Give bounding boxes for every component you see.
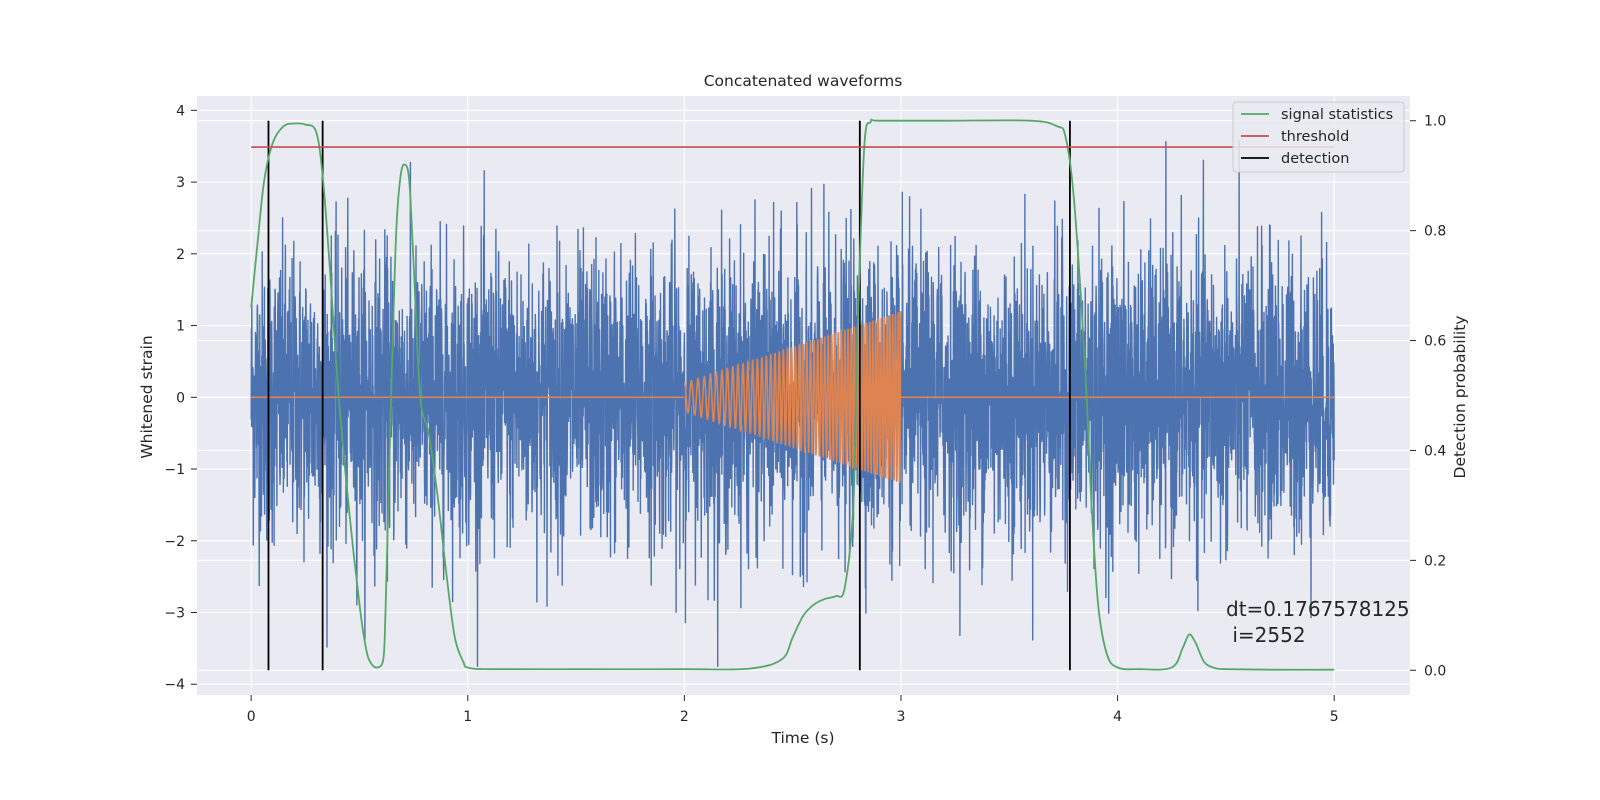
index-annotation: i=2552 — [1226, 623, 1306, 647]
legend-label: detection — [1281, 151, 1349, 167]
x-tick-label: 2 — [680, 709, 689, 725]
y-left-tick-label: −2 — [164, 534, 185, 550]
y-left-tick-label: 3 — [176, 175, 185, 191]
x-tick-label: 0 — [247, 709, 256, 725]
y-left-tick-label: 4 — [176, 103, 185, 119]
y-axis-right: 0.0 0.2 0.4 0.6 0.8 1.0 — [1410, 114, 1446, 679]
y-axis-left: −4 −3 −2 −1 0 1 2 3 4 — [164, 103, 197, 693]
detection-lines — [267, 120, 1071, 671]
chart-title: Concatenated waveforms — [704, 72, 903, 90]
y-left-tick-label: 2 — [176, 247, 185, 263]
y-left-tick-label: 0 — [176, 390, 185, 406]
dt-annotation: dt=0.1767578125 — [1226, 597, 1410, 621]
x-axis: 0 1 2 3 4 5 — [247, 695, 1339, 725]
y-left-tick-label: −3 — [164, 606, 185, 622]
y-right-tick-label: 0.6 — [1424, 334, 1446, 350]
y-left-tick-label: 1 — [176, 319, 185, 335]
y-right-tick-label: 0.8 — [1424, 224, 1446, 240]
y-axis-label-left: Whitened strain — [138, 335, 156, 458]
x-tick-label: 4 — [1113, 709, 1122, 725]
legend: signal statistics threshold detection — [1232, 101, 1405, 173]
y-right-tick-label: 0.4 — [1424, 443, 1446, 459]
x-axis-label: Time (s) — [770, 729, 834, 747]
y-right-tick-label: 0.0 — [1424, 663, 1446, 679]
y-axis-label-right: Detection probability — [1451, 316, 1469, 479]
x-tick-label: 1 — [463, 709, 472, 725]
y-left-tick-label: −4 — [164, 677, 185, 693]
legend-label: signal statistics — [1281, 107, 1393, 123]
signal-statistics-series — [250, 118, 1335, 671]
legend-label: threshold — [1281, 129, 1349, 145]
x-tick-label: 3 — [897, 709, 906, 725]
y-left-tick-label: −1 — [164, 462, 185, 478]
legend-box — [1232, 101, 1405, 173]
x-tick-label: 5 — [1330, 709, 1339, 725]
y-right-tick-label: 1.0 — [1424, 114, 1446, 130]
y-right-tick-label: 0.2 — [1424, 553, 1446, 569]
signal-statistics-line — [250, 118, 1335, 671]
